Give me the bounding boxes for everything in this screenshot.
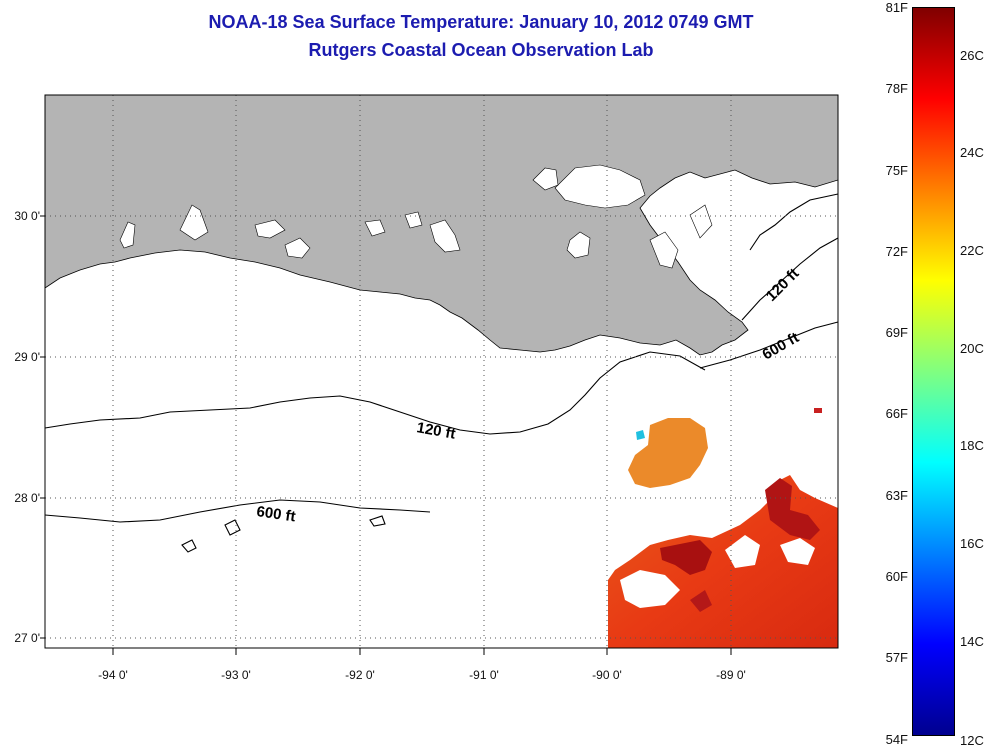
sst-speck [814,408,822,413]
lon-label-93: -93 0' [221,668,251,682]
lon-label-89: -89 0' [716,668,746,682]
colorbar-c-22: 22C [960,243,984,258]
colorbar-f-69: 69F [885,325,908,340]
colorbar-c-14: 14C [960,634,984,649]
lon-label-91: -91 0' [469,668,499,682]
contour-label-600ft-east: 600 ft [760,329,802,363]
sst-patch-hot-3 [690,590,712,612]
lon-label-92: -92 0' [345,668,375,682]
colorbar-c-26: 26C [960,48,984,63]
axis-ticks [40,215,732,655]
colorbar-f-66: 66F [885,406,908,421]
colorbar-f-60: 60F [885,569,908,584]
map-frame [44,94,839,649]
colorbar-f-75: 75F [885,163,908,178]
sst-speck-cyan [636,430,645,440]
contour-delta-shelf [749,193,839,251]
lon-label-90: -90 0' [592,668,622,682]
contour-label-120ft-west: 120 ft [415,419,457,443]
contour-label-120ft-east: 120 ft [763,265,803,305]
colorbar-f-54: 54F [885,732,908,747]
sst-patch-north [628,418,708,488]
lat-label-29: 29 0' [14,350,40,364]
sst-patch-hot-1 [660,540,712,575]
lon-label-94: -94 0' [98,668,128,682]
map-title: NOAA-18 Sea Surface Temperature: January… [208,12,754,32]
lat-label-30: 30 0' [14,209,40,223]
colorbar-c-20: 20C [960,341,984,356]
contour-600ft-shelf [44,499,431,523]
colorbar-c-18: 18C [960,438,984,453]
isobath-contours [44,193,839,553]
cloud-gaps [620,535,815,608]
colorbar-c-12: 12C [960,733,984,748]
colorbar-f-72: 72F [885,244,908,259]
temperature-colorbar [912,7,955,736]
colorbar-c-24: 24C [960,145,984,160]
colorbar-f-81: 81F [885,0,908,15]
lat-label-28: 28 0' [14,491,40,505]
contour-120ft-shelf [44,351,706,435]
contour-600ft-east [699,321,839,369]
map-gridlines [45,95,838,648]
sst-patch-hot-2 [765,478,820,540]
colorbar-c-16: 16C [960,536,984,551]
colorbar-f-63: 63F [885,488,908,503]
contour-label-600ft-west: 600 ft [255,503,296,525]
map-subtitle: Rutgers Coastal Ocean Observation Lab [308,40,654,60]
colorbar-f-78: 78F [885,81,908,96]
inland-lakes [119,164,713,269]
colorbar-f-57: 57F [885,650,908,665]
lat-label-27: 27 0' [14,631,40,645]
contour-120ft-east [741,237,839,321]
